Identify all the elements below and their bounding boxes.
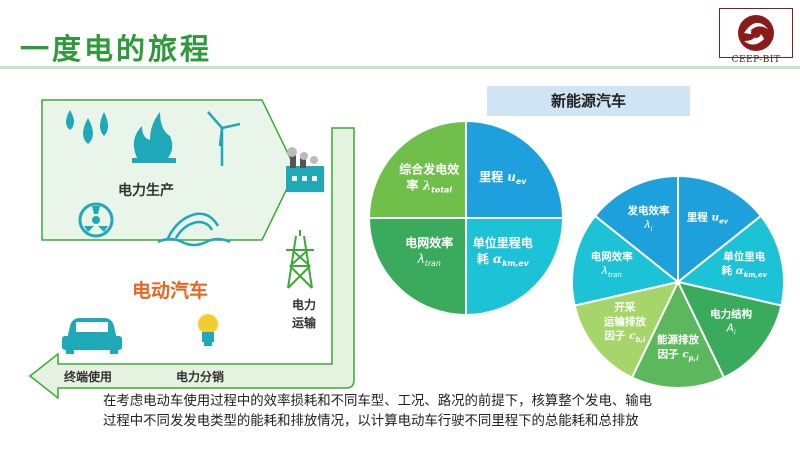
pie-label-s3-0: 电网效率: [405, 235, 453, 250]
pie-label-l7-0: 发电效率: [626, 204, 669, 217]
wind-turbine-icon: [207, 111, 241, 166]
power-plant-icon: [286, 147, 324, 192]
pie-label-l5-1: 运输排放: [604, 315, 646, 328]
pie-slice-l2: [675, 214, 785, 307]
nuclear-icon: [78, 202, 114, 238]
flow-arrow: [28, 127, 355, 400]
ceep-logo: [719, 8, 793, 58]
pie-slice-s1: [367, 119, 467, 219]
pie-slice-l7: [593, 174, 679, 285]
pie-label-l4-0: 能源排放: [657, 333, 699, 346]
pie-symbol-l7: λi: [643, 219, 652, 233]
description-line-2: 过程中不同发发电类型的能耗和排放情况，以计算电动车行驶不同里程下的总能耗和总排放: [103, 414, 639, 429]
description-paragraph: 在考虑电动车使用过程中的效率损耗和不同车型、工况、路况的前提下，核算整个发电、输…: [103, 392, 763, 432]
pie-slice-s2: [465, 119, 565, 219]
pie-label-s4-0: 单位里程电: [473, 235, 533, 250]
pie-slice-l4: [630, 279, 726, 389]
pie-slice-s4: [465, 217, 565, 317]
generation-panel: [41, 99, 297, 241]
transmission-label: 电力 运输: [292, 298, 317, 330]
pie-label-l1-0: 里程 uev: [687, 211, 729, 226]
description-line-1: 在考虑电动车使用过程中的效率损耗和不同车型、工况、路况的前提下，核算整个发电、输…: [103, 394, 653, 409]
page-title: 一度电的旅程: [20, 32, 213, 66]
pie-slice-s3: [367, 217, 467, 317]
end-use-label: 终端使用: [64, 370, 113, 384]
distribution-label: 电力分销: [176, 370, 225, 384]
pie-label-s1-0: 综合发电效: [399, 161, 460, 176]
fire-icon: [132, 112, 176, 163]
new-energy-vehicle-title: 新能源汽车: [487, 86, 690, 116]
light-bulb-icon: [198, 314, 218, 346]
wave-energy-icon: [157, 212, 231, 247]
pie-slice-l6: [571, 214, 681, 307]
electric-vehicle-label: 电动汽车: [132, 280, 209, 302]
pie-slice-l5: [573, 280, 680, 379]
pie-slice-l1: [677, 174, 763, 285]
electric-car-icon: [62, 318, 122, 354]
pie-label-s2-0: 里程 uev: [479, 169, 527, 186]
logo-emblem-icon: [738, 15, 774, 51]
title-underline: [0, 66, 800, 69]
power-generation-label: 电力生产: [118, 183, 174, 199]
pie-label-l6-0: 电网效率: [591, 250, 633, 263]
logo-text: CEEP-BIT: [731, 55, 781, 65]
pie-label-l5-0: 开采: [614, 301, 635, 314]
pie-label-l3-0: 电力结构: [710, 308, 752, 321]
hydro-icon: [66, 110, 108, 144]
pie-slice-l3: [676, 280, 783, 379]
pie-symbol-l3: Ai: [726, 323, 736, 337]
pie-label-l2-0: 单位里电: [723, 250, 765, 263]
transmission-tower-icon: [286, 230, 314, 289]
